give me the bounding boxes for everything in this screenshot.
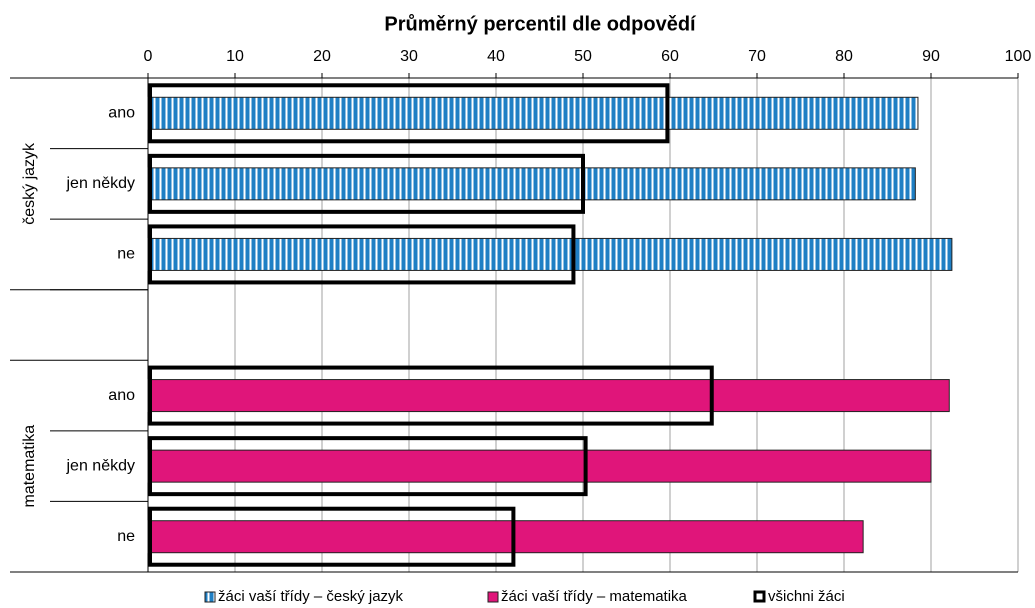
x-tick-label: 100 (1005, 48, 1032, 65)
bar (147, 167, 916, 201)
bar-outline (148, 365, 714, 426)
bar (147, 379, 950, 413)
x-tick-label: 30 (400, 48, 418, 65)
legend-label: všichni žáci (768, 588, 845, 605)
bar-outline (148, 506, 516, 567)
x-tick-label: 20 (313, 48, 331, 65)
y-tick-label: jen někdy (66, 457, 136, 474)
bar-outline (148, 224, 576, 285)
y-tick-label: ano (108, 105, 135, 122)
y-tick-label: ne (117, 246, 135, 263)
bar-outline (148, 153, 585, 214)
bar (147, 237, 953, 271)
x-tick-label: 80 (835, 48, 853, 65)
y-tick-label: jen někdy (66, 175, 136, 192)
bar-outline (148, 83, 670, 144)
legend-label: žáci vaší třídy – český jazyk (218, 588, 404, 605)
legend-label: žáci vaší třídy – matematika (501, 588, 688, 605)
x-tick-label: 40 (487, 48, 505, 65)
x-tick-label: 0 (144, 48, 153, 65)
x-tick-label: 50 (574, 48, 592, 65)
bar (147, 520, 864, 554)
bar-outline (148, 436, 588, 497)
group-label: český jazyk (21, 142, 38, 225)
legend-swatch (204, 591, 216, 603)
y-tick-label: ano (108, 387, 135, 404)
x-tick-label: 70 (748, 48, 766, 65)
group-label: matematika (21, 425, 38, 508)
legend-swatch (487, 591, 499, 603)
bar (147, 449, 932, 483)
y-tick-label: ne (117, 528, 135, 545)
x-tick-label: 90 (922, 48, 940, 65)
legend-swatch (753, 590, 766, 603)
x-tick-label: 10 (226, 48, 244, 65)
x-tick-label: 60 (661, 48, 679, 65)
bar (147, 96, 919, 130)
chart-title: Průměrný percentil dle odpovědí (384, 13, 697, 35)
